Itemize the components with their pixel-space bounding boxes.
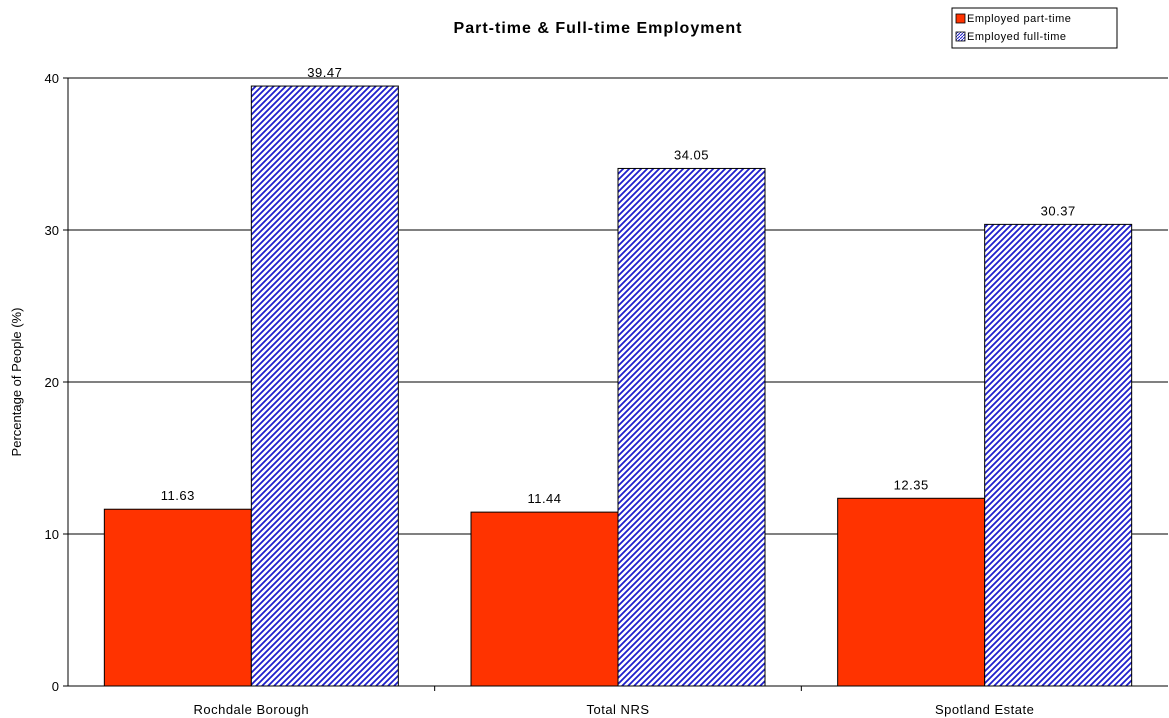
data-label-employed-part-time-1: 11.44 (527, 491, 561, 506)
legend: Employed part-time Employed full-time (951, 7, 1118, 49)
x-tick-label-0: Rochdale Borough (193, 702, 309, 717)
legend-box (951, 7, 1118, 49)
y-tick-label-40: 40 (45, 71, 59, 86)
bars (103, 85, 1133, 687)
data-label-employed-full-time-0: 39.47 (307, 65, 342, 80)
y-tick-label-20: 20 (45, 375, 59, 390)
chart-title: Part-time & Full-time Employment (454, 20, 743, 37)
data-label-employed-full-time-2: 30.37 (1041, 203, 1076, 218)
axes (63, 77, 1168, 691)
bar-employed-full-time-0 (250, 85, 399, 687)
y-tick-label-10: 10 (45, 527, 59, 542)
y-tick-label-0: 0 (52, 679, 59, 694)
labels: 0 10 20 30 40 11.63 39.47 Rochdale Borough 11.44… (45, 65, 1076, 717)
data-label-employed-part-time-2: 12.35 (894, 477, 929, 492)
data-label-employed-full-time-1: 34.05 (674, 147, 709, 162)
bar-employed-full-time-2 (984, 223, 1133, 687)
legend-swatch-part-time (955, 13, 966, 24)
bar-employed-part-time-2 (837, 497, 986, 687)
y-tick-label-30: 30 (45, 223, 59, 238)
x-tick-label-1: Total NRS (586, 702, 649, 717)
y-axis-label: Percentage of People (%) (9, 308, 24, 457)
legend-label-full-time: Employed full-time (967, 31, 1066, 43)
data-label-employed-part-time-0: 11.63 (161, 488, 195, 503)
bar-employed-part-time-0 (103, 508, 252, 687)
legend-label-part-time: Employed part-time (967, 13, 1071, 25)
legend-swatch-full-time (955, 31, 966, 42)
bar-employed-part-time-1 (470, 511, 619, 687)
bar-employed-full-time-1 (617, 167, 766, 687)
x-tick-label-2: Spotland Estate (935, 702, 1034, 717)
